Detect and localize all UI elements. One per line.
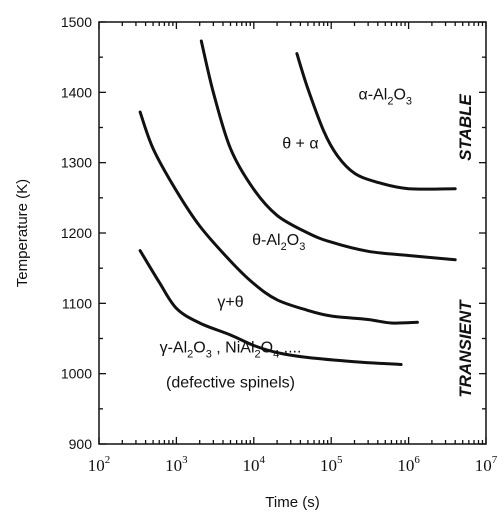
x-axis-title: Time (s) <box>265 494 319 511</box>
phase-boundary-curve-3 <box>199 39 457 262</box>
y-tick-label: 1400 <box>61 84 92 100</box>
y-tick-label: 1000 <box>61 366 92 382</box>
phase-boundary-curve-1 <box>138 249 403 366</box>
annotation-alpha: α-Al2O3 <box>359 86 413 107</box>
phase-boundary-curve-2 <box>138 110 419 325</box>
x-tick-label: 106 <box>397 454 420 475</box>
annotation-gamma-theta: γ+θ <box>217 294 243 311</box>
y-tick-label: 1300 <box>61 155 92 171</box>
data-series <box>138 39 457 366</box>
y-tick-labels: 900 1000 1100 1200 1300 1400 1500 <box>61 14 92 452</box>
region-annotations: α-Al2O3 θ + α θ-Al2O3 γ+θ γ-Al2O3 , NiAl2O4 … <box>160 86 412 391</box>
annotation-spinels: (defective spinels) <box>166 375 295 392</box>
x-tick-label: 102 <box>88 454 111 475</box>
phase-boundary-curve-4 <box>295 52 457 191</box>
x-tick-labels: 102 103 104 105 106 107 <box>88 454 498 475</box>
y-tick-label: 1100 <box>62 295 92 311</box>
y-tick-label: 1500 <box>61 14 92 30</box>
annotation-theta: θ-Al2O3 <box>252 232 305 253</box>
x-tick-label: 104 <box>243 454 266 475</box>
y-axis-title: Temperature (K) <box>14 179 31 287</box>
annotation-theta-alpha: θ + α <box>282 136 318 153</box>
axis-ticks <box>98 21 487 445</box>
side-labels: STABLE TRANSIENT <box>456 93 475 397</box>
x-tick-label: 103 <box>165 454 188 475</box>
side-label-transient: TRANSIENT <box>456 299 475 398</box>
side-label-stable: STABLE <box>456 93 475 160</box>
y-tick-label: 900 <box>69 436 93 452</box>
x-tick-label: 105 <box>320 454 343 475</box>
y-tick-label: 1200 <box>61 225 92 241</box>
annotation-gamma: γ-Al2O3 , NiAl2O4 ,... <box>160 340 302 361</box>
x-tick-label: 107 <box>475 454 498 475</box>
